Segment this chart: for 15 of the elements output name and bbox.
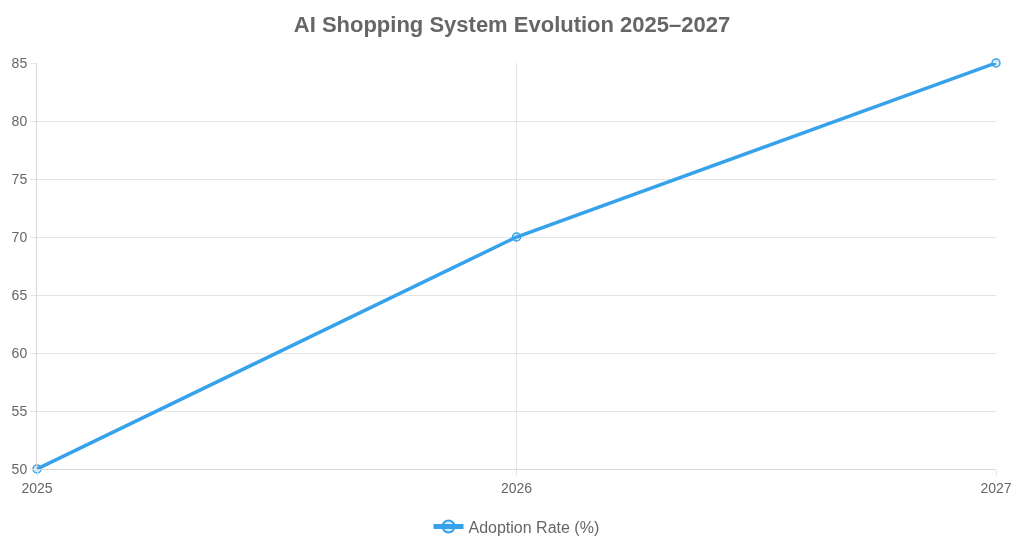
chart-title: AI Shopping System Evolution 2025–2027 xyxy=(293,12,731,38)
legend-label: Adoption Rate (%) xyxy=(468,518,600,536)
x-tick-label: 2025 xyxy=(21,479,53,496)
x-tick-label: 2027 xyxy=(980,479,1012,496)
y-tick-label: 70 xyxy=(11,228,28,245)
y-tick-label: 80 xyxy=(11,112,28,129)
point xyxy=(991,58,1001,68)
y-tick-label: 75 xyxy=(11,170,28,187)
x-tick-label: 2026 xyxy=(500,479,533,496)
y-tick-label: 65 xyxy=(11,286,28,303)
point xyxy=(511,232,522,242)
y-tick-label: 55 xyxy=(11,402,28,419)
y-tick-label: 60 xyxy=(11,344,28,361)
y-tick-label: 50 xyxy=(11,460,28,477)
y-tick-label: 85 xyxy=(11,54,28,71)
